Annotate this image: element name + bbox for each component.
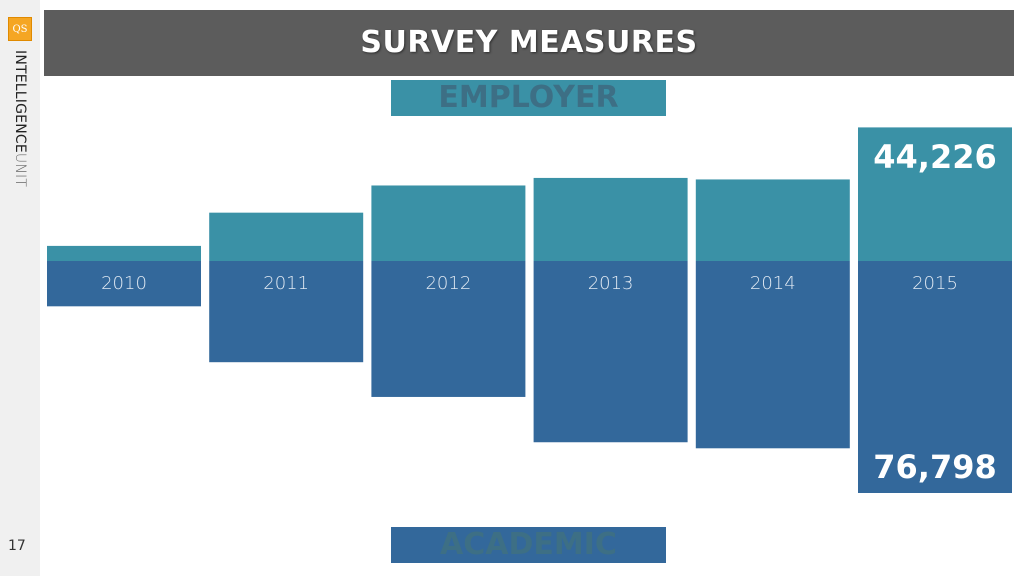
year-label-2012: 2012 (425, 273, 471, 294)
academic-bar-2012 (371, 261, 526, 397)
academic-bar-2015 (858, 261, 1012, 493)
employer-bar-2012 (371, 185, 526, 261)
academic-label-text: ACADEMIC (440, 527, 617, 562)
sidebar: QS INTELLIGENCEUNIT 17 (0, 0, 40, 576)
year-label-2013: 2013 (588, 273, 634, 294)
qs-logo: QS (8, 17, 32, 41)
employer-bar-2015 (858, 127, 1012, 261)
employer-bar-2010 (47, 245, 201, 261)
employer-value-label-2015: 44,226 (873, 138, 996, 176)
page-number: 17 (8, 538, 26, 554)
employer-label-text: EMPLOYER (438, 80, 619, 115)
title-bar: SURVEY MEASURES (44, 10, 1014, 76)
academic-value-label-2015: 76,798 (873, 448, 996, 486)
year-label-2011: 2011 (263, 273, 309, 294)
academic-bar-2014 (695, 261, 850, 449)
employer-bar-2013 (533, 177, 688, 261)
employer-bar-2014 (695, 179, 850, 261)
academic-label: ACADEMIC (391, 527, 666, 563)
slide-title: SURVEY MEASURES (360, 25, 698, 60)
year-label-2014: 2014 (750, 273, 796, 294)
employer-label: EMPLOYER (391, 80, 666, 116)
academic-bar-2013 (533, 261, 688, 443)
year-label-2010: 2010 (101, 273, 147, 294)
academic-bar-2010 (47, 261, 201, 307)
year-label-2015: 2015 (912, 273, 958, 294)
employer-bar-2011 (209, 212, 364, 261)
academic-bar-2011 (209, 261, 364, 363)
